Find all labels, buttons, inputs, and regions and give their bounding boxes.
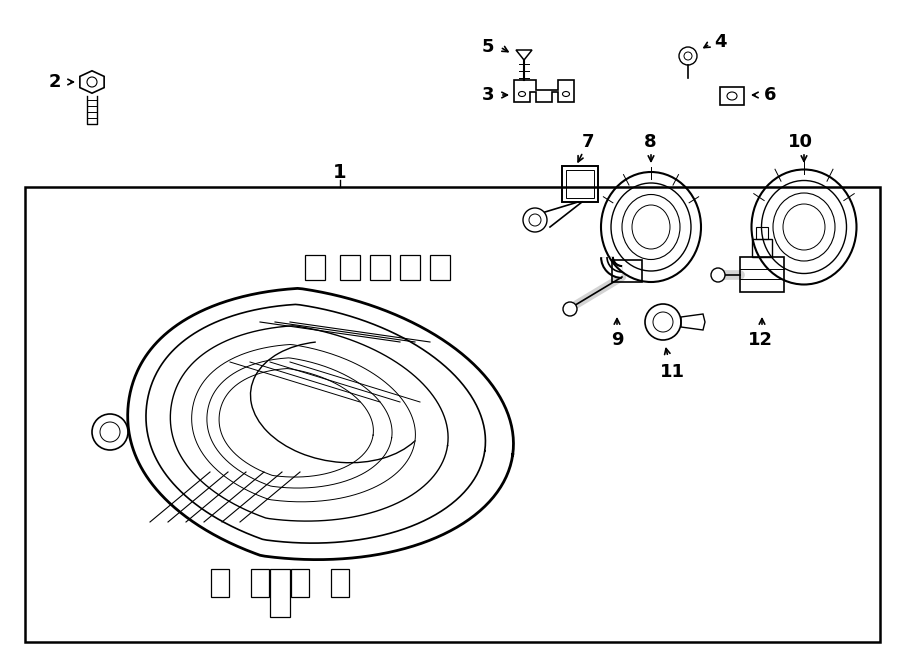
Bar [752, 239, 772, 257]
Bar [291, 569, 309, 597]
Text: 2: 2 [49, 73, 61, 91]
Bar [740, 257, 784, 292]
Text: 8: 8 [644, 133, 656, 151]
Bar [25, 187, 880, 642]
Bar [305, 255, 325, 280]
Text: 9: 9 [611, 331, 623, 349]
Circle shape [711, 268, 725, 282]
Bar [211, 569, 229, 597]
Bar [370, 255, 390, 280]
Bar [270, 569, 290, 617]
Text: 5: 5 [482, 38, 494, 56]
Bar [340, 255, 360, 280]
Text: 1: 1 [333, 162, 346, 181]
Bar [756, 227, 768, 239]
Bar [331, 569, 349, 597]
Text: 6: 6 [764, 86, 776, 104]
Bar [562, 166, 598, 202]
Bar [566, 170, 594, 198]
Bar [251, 569, 269, 597]
Text: 11: 11 [660, 363, 685, 381]
Bar [720, 87, 744, 105]
Circle shape [563, 302, 577, 316]
Text: 7: 7 [581, 133, 594, 151]
Text: 4: 4 [714, 33, 726, 51]
Bar [430, 255, 450, 280]
Text: 12: 12 [748, 331, 772, 349]
Bar [400, 255, 420, 280]
Bar [612, 260, 642, 282]
Text: 10: 10 [788, 133, 813, 151]
Text: 3: 3 [482, 86, 494, 104]
